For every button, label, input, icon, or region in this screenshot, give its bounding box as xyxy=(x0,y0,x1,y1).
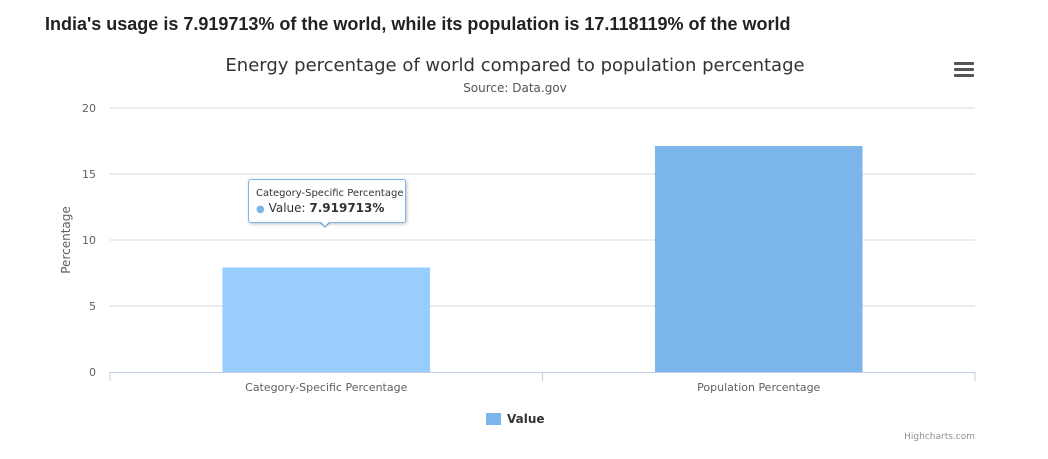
y-tick-label: 15 xyxy=(82,168,96,181)
tooltip: Category-Specific Percentage ● Value: 7.… xyxy=(248,179,406,223)
legend-label: Value xyxy=(507,412,545,426)
bar-1[interactable] xyxy=(222,267,431,372)
tooltip-series-label: Value: xyxy=(268,201,310,215)
chart-title: Energy percentage of world compared to p… xyxy=(225,55,805,76)
tooltip-line: ● Value: 7.919713% xyxy=(256,201,398,217)
x-tick-label: Category-Specific Percentage xyxy=(245,381,407,394)
tooltip-arrow-inner xyxy=(320,221,330,226)
legend-swatch xyxy=(486,413,501,425)
y-tick-label: 10 xyxy=(82,234,96,247)
y-tick-label: 0 xyxy=(89,366,96,379)
chart-plot: 0 5 10 15 20 Category-Specific Percentage Popu… xyxy=(59,102,976,394)
chart-subtitle: Source: Data.gov xyxy=(463,81,567,95)
tooltip-value: 7.919713% xyxy=(309,201,385,215)
y-tick-label: 20 xyxy=(82,102,96,115)
y-tick-label: 5 xyxy=(89,300,96,313)
x-tick-label: Population Percentage xyxy=(697,381,820,394)
bar-2[interactable] xyxy=(654,146,863,372)
hamburger-menu-icon[interactable] xyxy=(952,59,976,79)
credits-link[interactable]: Highcharts.com xyxy=(904,432,975,442)
tooltip-series-dot-icon: ● xyxy=(256,204,265,215)
tooltip-header: Category-Specific Percentage xyxy=(256,188,404,199)
chart-container: Energy percentage of world compared to p… xyxy=(0,40,1048,459)
y-axis-title: Percentage xyxy=(59,206,73,274)
legend-item-value[interactable]: Value xyxy=(486,412,545,426)
page-headline: India's usage is 7.919713% of the world,… xyxy=(45,14,791,34)
